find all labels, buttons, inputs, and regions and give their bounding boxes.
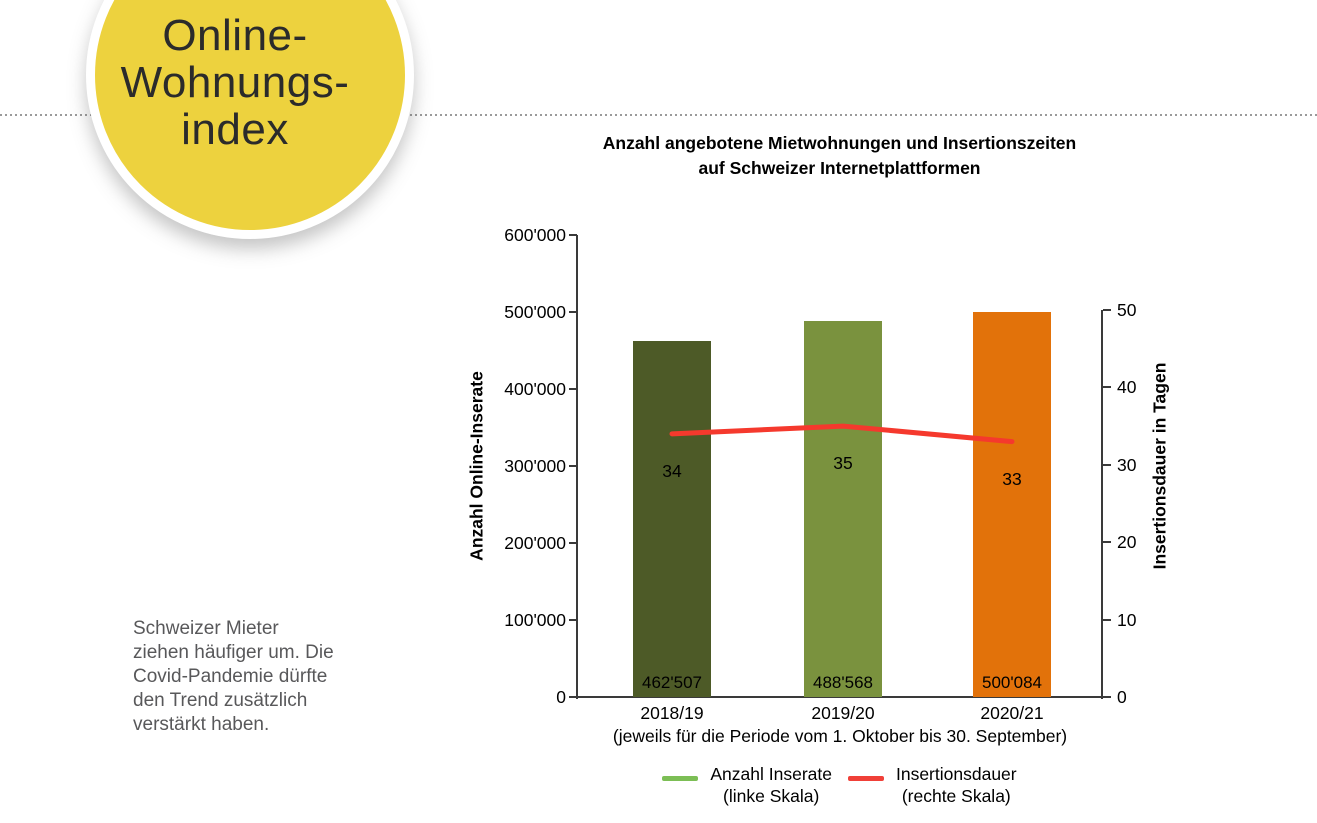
y-axis-left-tick-label: 400'000 xyxy=(504,379,566,399)
y-axis-right-tick xyxy=(1103,386,1111,389)
y-axis-left-tick-label: 0 xyxy=(556,687,566,707)
green-line-swatch-icon xyxy=(662,776,699,781)
bar-2020-21 xyxy=(973,311,1051,697)
x-axis-line xyxy=(576,696,1103,698)
y-axis-right-tick-label: 40 xyxy=(1117,377,1137,398)
y-axis-right-tick-label: 30 xyxy=(1117,454,1137,475)
bar-2019-20 xyxy=(804,320,882,697)
bar-value-label: 462'507 xyxy=(642,673,702,692)
y-axis-left-tick-label: 500'000 xyxy=(504,302,566,322)
chart-legend: Anzahl Inserate (linke Skala) Insertions… xyxy=(577,763,1102,807)
y-axis-left-tick xyxy=(569,234,577,236)
y-axis-right-tick-label: 0 xyxy=(1117,687,1127,707)
y-axis-left-tick xyxy=(569,388,577,390)
y-axis-right-tick xyxy=(1103,541,1111,544)
bar-2018-19 xyxy=(633,340,711,697)
line-value-label: 34 xyxy=(662,460,682,481)
y-axis-right-tick xyxy=(1103,463,1111,466)
line-value-label: 33 xyxy=(1002,468,1022,489)
red-line-swatch-icon xyxy=(847,776,884,781)
bar-value-label: 500'084 xyxy=(982,673,1042,692)
y-axis-left-tick-label: 600'000 xyxy=(504,225,566,245)
y-axis-right-tick-label: 20 xyxy=(1117,532,1137,553)
y-axis-left-tick-label: 300'000 xyxy=(504,456,566,476)
chart-title: Anzahl angebotene Mietwohnungen und Inse… xyxy=(602,133,1077,178)
y-axis-left-tick xyxy=(569,619,577,621)
x-axis-caption: (jeweils für die Periode vom 1. Oktober … xyxy=(612,726,1068,746)
y-axis-left-tick xyxy=(569,542,577,544)
y-axis-right-tick-label: 10 xyxy=(1117,609,1137,630)
y-axis-left-tick-label: 100'000 xyxy=(504,610,566,630)
legend-label: Anzahl Inserate (linke Skala) xyxy=(710,764,832,806)
y-axis-right-tick-label: 50 xyxy=(1117,300,1137,320)
x-axis-tick-label: 2019/20 xyxy=(811,703,875,723)
y-axis-right-tick xyxy=(1103,309,1111,311)
sidebar-note: Schweizer Mieter ziehen häufiger um. Die… xyxy=(133,618,334,735)
badge-title: Online- Wohnungs- index xyxy=(120,11,350,154)
y-axis-left-tick xyxy=(569,465,577,467)
legend-item-insertionsdauer: Insertionsdauer (rechte Skala) xyxy=(847,763,1017,807)
x-axis-tick-label: 2018/19 xyxy=(640,703,704,723)
legend-item-inserate: Anzahl Inserate (linke Skala) xyxy=(662,763,832,807)
y-axis-left-tick-label: 200'000 xyxy=(504,533,566,553)
y-axis-right-tick xyxy=(1103,696,1111,698)
legend-label: Insertionsdauer (rechte Skala) xyxy=(895,764,1017,806)
y-axis-left-tick xyxy=(569,696,577,698)
dotted-divider-line xyxy=(0,114,1317,116)
y-axis-right-line xyxy=(1101,310,1103,699)
bar-value-label: 488'568 xyxy=(813,673,873,692)
y-axis-left-tick xyxy=(569,311,577,313)
line-value-label: 35 xyxy=(833,453,853,474)
y-axis-left-line xyxy=(576,235,578,699)
x-axis-tick-label: 2020/21 xyxy=(980,703,1044,723)
y-axis-right-tick xyxy=(1103,618,1111,621)
